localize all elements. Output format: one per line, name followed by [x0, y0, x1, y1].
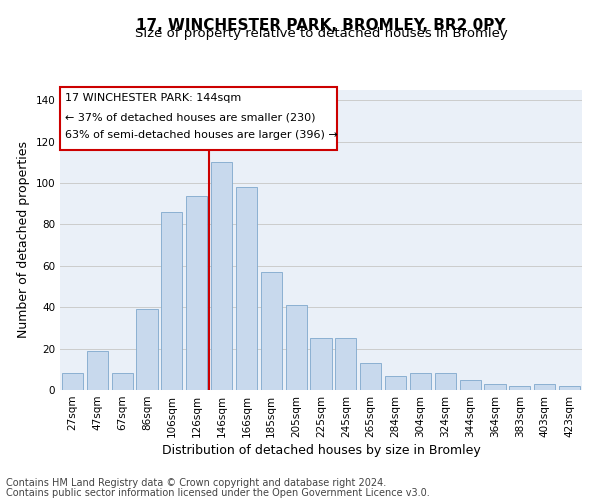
X-axis label: Distribution of detached houses by size in Bromley: Distribution of detached houses by size … [161, 444, 481, 457]
Bar [335, 338, 356, 390]
Text: Contains HM Land Registry data © Crown copyright and database right 2024.: Contains HM Land Registry data © Crown c… [6, 478, 386, 488]
Bar [435, 374, 456, 390]
Bar [509, 386, 530, 390]
Bar [310, 338, 332, 390]
Bar [161, 212, 182, 390]
Bar [286, 305, 307, 390]
Text: ← 37% of detached houses are smaller (230): ← 37% of detached houses are smaller (23… [65, 112, 316, 122]
FancyBboxPatch shape [60, 87, 337, 150]
Bar [410, 374, 431, 390]
Bar [484, 384, 506, 390]
Bar [360, 363, 381, 390]
Bar [385, 376, 406, 390]
Bar [211, 162, 232, 390]
Text: 17 WINCHESTER PARK: 144sqm: 17 WINCHESTER PARK: 144sqm [65, 93, 241, 103]
Bar [460, 380, 481, 390]
Text: 17, WINCHESTER PARK, BROMLEY, BR2 0PY: 17, WINCHESTER PARK, BROMLEY, BR2 0PY [136, 18, 506, 32]
Bar [534, 384, 555, 390]
Bar [186, 196, 207, 390]
Text: Size of property relative to detached houses in Bromley: Size of property relative to detached ho… [134, 28, 508, 40]
Bar [87, 350, 108, 390]
Text: Contains public sector information licensed under the Open Government Licence v3: Contains public sector information licen… [6, 488, 430, 498]
Bar [136, 310, 158, 390]
Bar [559, 386, 580, 390]
Bar [112, 374, 133, 390]
Bar [261, 272, 282, 390]
Text: 63% of semi-detached houses are larger (396) →: 63% of semi-detached houses are larger (… [65, 130, 338, 140]
Y-axis label: Number of detached properties: Number of detached properties [17, 142, 30, 338]
Bar [236, 187, 257, 390]
Bar [62, 374, 83, 390]
